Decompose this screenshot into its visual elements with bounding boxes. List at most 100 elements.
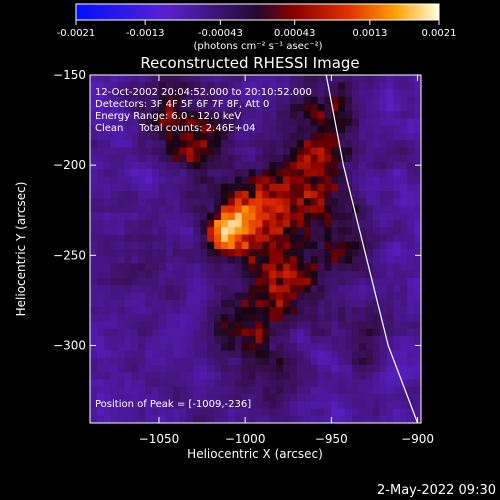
heatmap-cell [400,299,408,308]
heatmap-cell [172,336,181,344]
heatmap-cell [131,321,139,330]
heatmap-cell [234,357,243,366]
heatmap-cell [227,328,236,337]
heatmap-cell [331,183,339,192]
heatmap-cell [338,343,346,352]
heatmap-cell [276,386,284,395]
heatmap-cell [96,292,105,301]
heatmap-cell [214,140,222,149]
heatmap-cell [289,256,298,265]
heatmap-cell [103,198,112,207]
heatmap-cell [400,147,408,156]
heatmap-cell [200,205,208,214]
heatmap-cell [152,386,160,395]
heatmap-cell [214,285,222,294]
heatmap-cell [296,408,305,417]
heatmap-cell [400,343,408,352]
heatmap-cell [103,133,112,141]
heatmap-cell [331,205,339,214]
heatmap-cell [152,162,160,170]
heatmap-cell [262,401,270,410]
heatmap-cell [324,249,332,257]
heatmap-cell [110,386,119,395]
heatmap-cell [345,365,353,373]
heatmap-cell [200,241,208,250]
heatmap-cell [193,379,201,388]
heatmap-cell [331,104,339,112]
heatmap-cell [400,270,408,279]
heatmap-cell [352,241,360,250]
heatmap-cell [117,314,126,323]
heatmap-cell [90,249,98,257]
heatmap-cell [352,176,360,185]
heatmap-cell [200,365,208,373]
heatmap-cell [131,183,139,192]
heatmap-cell [365,183,374,192]
heatmap-cell [255,198,263,207]
heatmap-cell [310,89,319,98]
heatmap-cell [407,314,415,323]
y-tick-label: −300 [53,338,86,352]
heatmap-cell [186,285,195,294]
heatmap-cell [289,227,298,236]
heatmap-cell [407,118,415,127]
heatmap-cell [283,278,291,286]
heatmap-cell [248,357,257,366]
heatmap-cell [158,328,167,337]
heatmap-cell [200,162,208,170]
heatmap-cell [379,198,388,207]
heatmap-cell [262,198,270,207]
heatmap-cell [193,408,201,417]
heatmap-cell [124,357,132,366]
heatmap-cell [289,408,298,417]
heatmap-cell [283,212,291,221]
heatmap-cell [165,336,174,344]
heatmap-cell [393,415,401,423]
heatmap-cell [186,183,195,192]
heatmap-cell [407,357,415,366]
heatmap-cell [386,198,395,207]
heatmap-cell [117,198,126,207]
heatmap-cell [317,169,326,178]
heatmap-cell [310,336,319,344]
heatmap-cell [310,386,319,395]
heatmap-cell [310,299,319,308]
heatmap-cell [310,328,319,337]
heatmap-cell [207,372,215,381]
heatmap-cell [186,292,195,301]
heatmap-cell [158,263,167,272]
heatmap-cell [145,169,153,178]
heatmap-cell [352,285,360,294]
heatmap-cell [358,82,367,91]
heatmap-cell [96,343,105,352]
heatmap-cell [331,227,339,236]
heatmap-cell [379,234,388,243]
heatmap-cell [372,212,381,221]
heatmap-cell [207,75,215,83]
heatmap-cell [324,278,332,286]
heatmap-cell [269,96,277,105]
heatmap-cell [172,386,181,395]
heatmap-cell [124,125,132,134]
heatmap-cell [221,408,229,417]
heatmap-cell [248,408,257,417]
heatmap-cell [207,249,215,257]
heatmap-cell [158,299,167,308]
heatmap-cell [90,176,98,185]
heatmap-cell [269,205,277,214]
heatmap-cell [221,125,229,134]
heatmap-cell [269,169,277,178]
heatmap-cell [221,401,229,410]
heatmap-cell [207,314,215,323]
heatmap-cell [365,278,374,286]
heatmap-cell [255,314,263,323]
heatmap-cell [165,205,174,214]
heatmap-cell [372,140,381,149]
heatmap-cell [276,75,284,83]
heatmap-cell [414,379,421,388]
heatmap-cell [200,263,208,272]
heatmap-cell [193,292,201,301]
heatmap-cell [234,263,243,272]
heatmap-cell [90,285,98,294]
heatmap-cell [365,212,374,221]
